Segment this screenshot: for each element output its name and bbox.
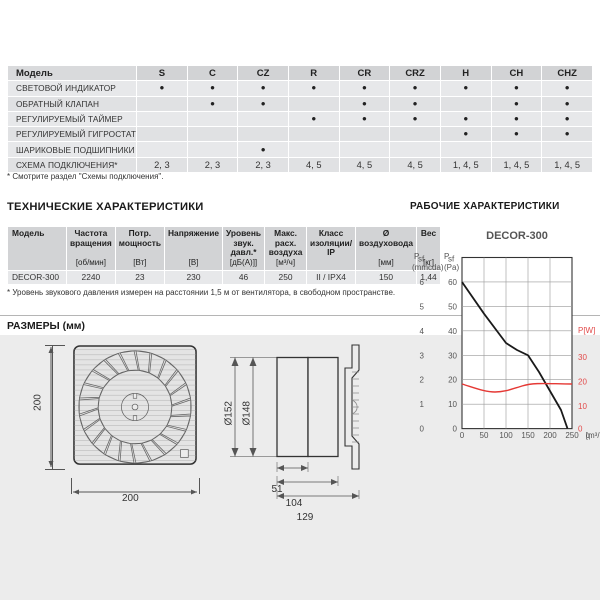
- svg-text:10: 10: [578, 402, 587, 411]
- svg-text:50: 50: [480, 431, 489, 440]
- svg-text:40: 40: [448, 327, 457, 336]
- svg-text:150: 150: [521, 431, 535, 440]
- svg-text:0: 0: [578, 425, 583, 434]
- svg-text:100: 100: [499, 431, 513, 440]
- svg-text:30: 30: [448, 351, 457, 360]
- svg-text:0: 0: [420, 425, 425, 434]
- svg-text:50: 50: [448, 302, 457, 311]
- svg-text:3: 3: [420, 351, 425, 360]
- svg-text:200: 200: [543, 431, 557, 440]
- svg-text:1: 1: [420, 400, 425, 409]
- svg-text:2: 2: [420, 376, 425, 385]
- svg-text:10: 10: [448, 400, 457, 409]
- svg-text:20: 20: [448, 376, 457, 385]
- svg-text:0: 0: [460, 431, 465, 440]
- svg-text:6: 6: [420, 278, 425, 287]
- svg-text:(Pa): (Pa): [444, 263, 459, 272]
- svg-text:[m³/h]: [m³/h]: [586, 431, 600, 440]
- svg-text:P[W]: P[W]: [578, 326, 595, 335]
- svg-text:20: 20: [578, 378, 587, 387]
- svg-text:4: 4: [420, 327, 425, 336]
- svg-text:60: 60: [448, 278, 457, 287]
- svg-text:(mmcda): (mmcda): [412, 263, 444, 272]
- svg-text:0: 0: [453, 425, 458, 434]
- svg-text:5: 5: [420, 302, 425, 311]
- svg-text:30: 30: [578, 353, 587, 362]
